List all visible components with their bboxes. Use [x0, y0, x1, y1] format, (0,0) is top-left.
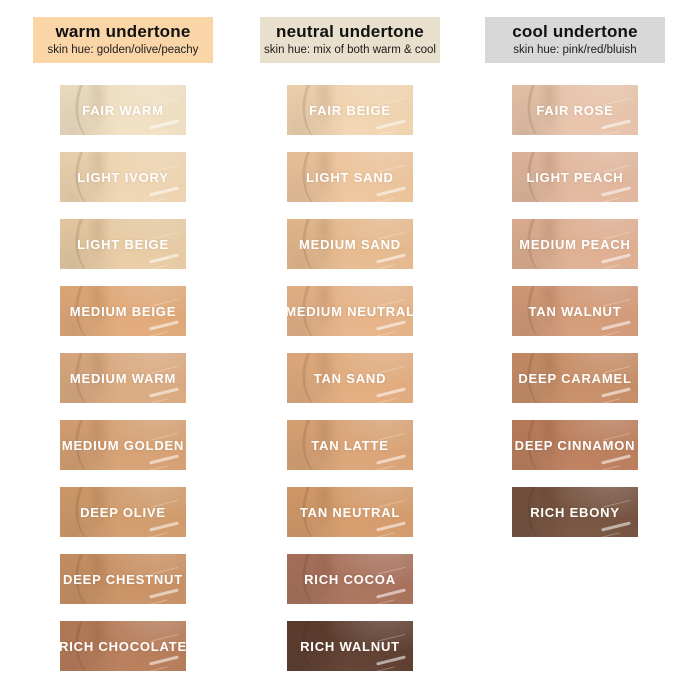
shade-swatch: MEDIUM NEUTRAL: [287, 286, 413, 336]
shade-label: RICH CHOCOLATE: [60, 638, 186, 654]
shade-swatch: TAN WALNUT: [512, 286, 638, 336]
shade-swatch: MEDIUM BEIGE: [60, 286, 186, 336]
shade-swatch: MEDIUM WARM: [60, 353, 186, 403]
shade-swatch: RICH CHOCOLATE: [60, 621, 186, 671]
shade-label: FAIR ROSE: [536, 102, 614, 118]
neutral-undertone-title: neutral undertone: [276, 22, 424, 42]
shade-swatch: LIGHT SAND: [287, 152, 413, 202]
warm-undertone-subtitle: skin hue: golden/olive/peachy: [47, 44, 199, 57]
warm-undertone-title: warm undertone: [55, 22, 191, 42]
shade-label: TAN SAND: [313, 370, 387, 386]
shade-label: LIGHT BEIGE: [77, 236, 169, 252]
cool-undertone-header: cool undertone skin hue: pink/red/bluish: [485, 17, 665, 63]
cool-undertone-subtitle: skin hue: pink/red/bluish: [513, 44, 637, 57]
shade-label: MEDIUM SAND: [299, 236, 401, 252]
cool-undertone-column: cool undertone skin hue: pink/red/bluish…: [485, 17, 665, 537]
shade-label: DEEP CHESTNUT: [63, 571, 183, 587]
shade-swatch: LIGHT BEIGE: [60, 219, 186, 269]
shade-label: DEEP OLIVE: [80, 504, 166, 520]
shade-label: TAN NEUTRAL: [299, 504, 401, 520]
warm-undertone-column: warm undertone skin hue: golden/olive/pe…: [33, 17, 213, 671]
shade-label: MEDIUM GOLDEN: [61, 437, 185, 453]
shade-label: FAIR WARM: [82, 102, 164, 118]
shade-label: MEDIUM NEUTRAL: [287, 303, 413, 319]
shade-label: LIGHT SAND: [306, 169, 394, 185]
shade-swatch: FAIR WARM: [60, 85, 186, 135]
shade-swatch: DEEP OLIVE: [60, 487, 186, 537]
shade-label: MEDIUM PEACH: [519, 236, 631, 252]
shade-label: LIGHT IVORY: [77, 169, 169, 185]
shade-swatch: RICH COCOA: [287, 554, 413, 604]
warm-swatch-list: FAIR WARM LIGHT IVORY LIGHT BEIGE MEDIUM BE…: [33, 85, 213, 671]
shade-swatch: LIGHT IVORY: [60, 152, 186, 202]
shade-swatch: MEDIUM GOLDEN: [60, 420, 186, 470]
shade-swatch: FAIR BEIGE: [287, 85, 413, 135]
shade-swatch: DEEP CARAMEL: [512, 353, 638, 403]
shade-swatch: MEDIUM PEACH: [512, 219, 638, 269]
shade-swatch: FAIR ROSE: [512, 85, 638, 135]
shade-label: MEDIUM BEIGE: [69, 303, 177, 319]
shade-swatch: RICH EBONY: [512, 487, 638, 537]
shade-label: DEEP CINNAMON: [514, 437, 636, 453]
shade-label: TAN WALNUT: [528, 303, 622, 319]
shade-swatch: MEDIUM SAND: [287, 219, 413, 269]
shade-label: LIGHT PEACH: [526, 169, 624, 185]
shade-swatch: DEEP CHESTNUT: [60, 554, 186, 604]
neutral-undertone-subtitle: skin hue: mix of both warm & cool: [264, 44, 436, 57]
shade-swatch: DEEP CINNAMON: [512, 420, 638, 470]
cool-undertone-title: cool undertone: [512, 22, 638, 42]
cool-swatch-list: FAIR ROSE LIGHT PEACH MEDIUM PEACH TAN WALN…: [485, 85, 665, 537]
warm-undertone-header: warm undertone skin hue: golden/olive/pe…: [33, 17, 213, 63]
shade-swatch: LIGHT PEACH: [512, 152, 638, 202]
shade-swatch: TAN NEUTRAL: [287, 487, 413, 537]
shade-label: TAN LATTE: [311, 437, 389, 453]
shade-label: RICH EBONY: [530, 504, 620, 520]
neutral-undertone-column: neutral undertone skin hue: mix of both …: [260, 17, 440, 671]
shade-swatch: TAN SAND: [287, 353, 413, 403]
neutral-swatch-list: FAIR BEIGE LIGHT SAND MEDIUM SAND MEDIUM NE…: [260, 85, 440, 671]
shade-swatch: TAN LATTE: [287, 420, 413, 470]
shade-label: RICH COCOA: [304, 571, 396, 587]
neutral-undertone-header: neutral undertone skin hue: mix of both …: [260, 17, 440, 63]
shade-label: RICH WALNUT: [300, 638, 400, 654]
shade-swatch: RICH WALNUT: [287, 621, 413, 671]
shade-label: DEEP CARAMEL: [518, 370, 632, 386]
shade-label: MEDIUM WARM: [69, 370, 177, 386]
shade-label: FAIR BEIGE: [309, 102, 391, 118]
